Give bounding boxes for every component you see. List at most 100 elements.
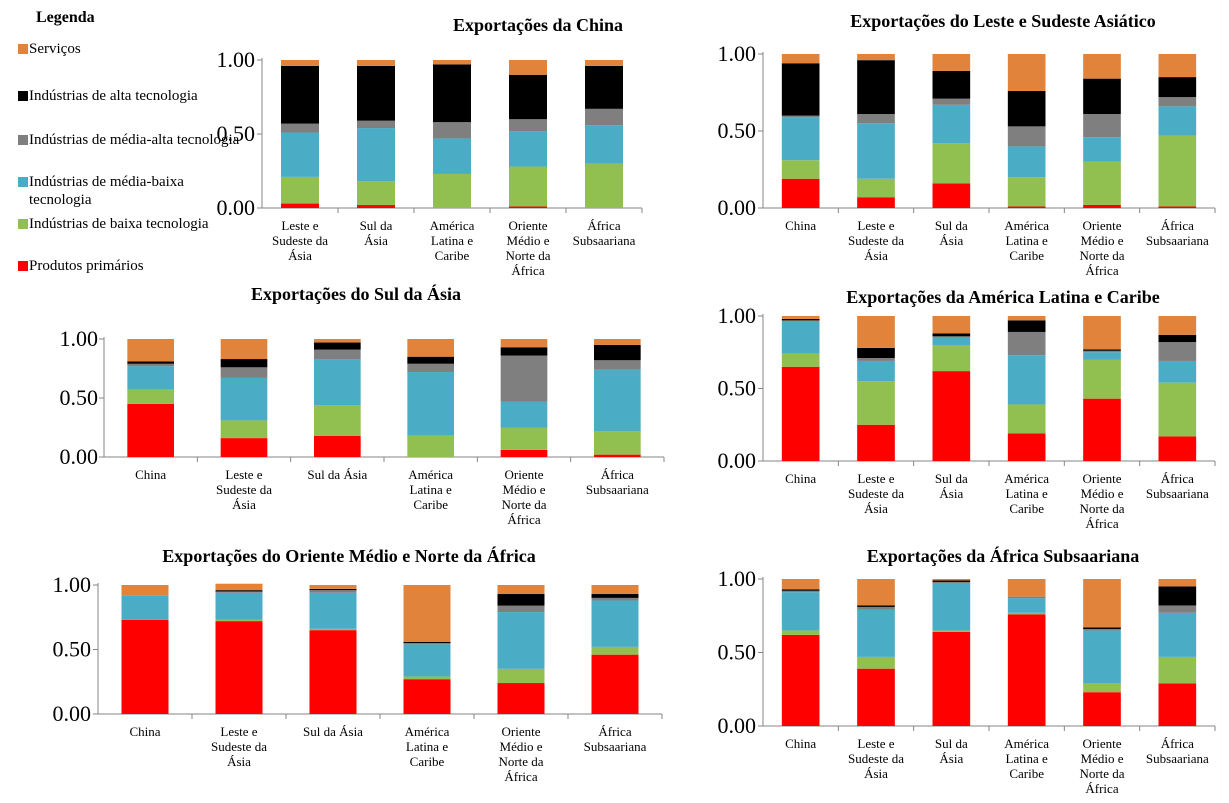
x-tick-label: África Subsaariana (1146, 218, 1209, 248)
bar-segment (1083, 316, 1121, 350)
chart-panel-5: Exportações do Oriente Médio e Norte da … (53, 545, 663, 784)
x-tick-label: China (129, 724, 160, 739)
bar-segment (121, 595, 169, 620)
bar-segment (357, 181, 395, 206)
bar-segment (585, 65, 623, 109)
bar-segment (220, 377, 268, 421)
bar-segment (407, 372, 454, 436)
bar-segment (857, 656, 895, 669)
bar-segment (1158, 342, 1197, 361)
bar-segment (781, 117, 820, 161)
legend-swatch (18, 261, 28, 271)
bar-segment (932, 54, 971, 71)
bar-segment (1158, 54, 1197, 78)
chart-title: Exportações do Leste e Sudeste Asiático (850, 11, 1155, 31)
bar-segment (314, 339, 361, 343)
bar-segment (857, 347, 895, 359)
bar-segment (220, 420, 268, 439)
bar-segment (220, 339, 268, 360)
bar-segment (403, 676, 451, 680)
bar-segment (1083, 349, 1121, 351)
bar-segment (220, 359, 268, 368)
bar-segment (781, 54, 820, 64)
x-tick-label: América Latina e Caribe (1004, 218, 1049, 263)
bar-segment (1158, 135, 1197, 207)
x-tick-label: Leste e Sudeste da Ásia (848, 471, 904, 516)
bar-segment (1083, 683, 1121, 693)
y-tick-label: 1.00 (718, 566, 757, 591)
bar-segment (403, 643, 451, 645)
x-tick-label: África Subsaariana (573, 218, 636, 248)
bar-segment (407, 356, 454, 364)
x-tick-label: China (785, 471, 816, 486)
y-tick-label: 0.00 (718, 713, 757, 738)
bar-segment (497, 612, 545, 669)
bar-segment (121, 585, 169, 596)
y-tick-label: 0.00 (53, 701, 92, 726)
bar-segment (281, 60, 319, 66)
legend-swatch (18, 44, 28, 54)
bar-segment (497, 585, 545, 595)
bar-segment (932, 183, 971, 208)
bar-segment (591, 654, 639, 714)
chart-panel-6: Exportações da África Subsaariana 0.00 0.5… (718, 545, 1216, 796)
y-tick-label: 1.00 (53, 572, 92, 597)
bar-segment (585, 125, 623, 164)
bar-segment (594, 431, 641, 455)
bar-segment (932, 333, 971, 337)
bar-segment (500, 449, 548, 457)
bar-segment (500, 339, 548, 348)
bar-segment (781, 63, 820, 116)
bar-segment (594, 360, 641, 370)
bar-segment (585, 60, 623, 66)
bar-segment (1083, 204, 1121, 208)
bar-segment (594, 344, 641, 361)
bar-segment (781, 589, 820, 591)
bar-segment (857, 123, 895, 179)
x-tick-label: Leste e Sudeste da Ásia (216, 467, 272, 512)
bar-segment (932, 345, 971, 372)
bar-segment (215, 590, 263, 592)
bar-segment (357, 120, 395, 129)
bar-segment (121, 619, 169, 714)
bar-segment (781, 579, 820, 590)
bar-segment (1158, 334, 1197, 343)
bar-segment (127, 339, 174, 362)
bar-segment (932, 583, 971, 631)
bar-segment (591, 597, 639, 601)
y-tick-label: 0.50 (60, 385, 99, 410)
bar-segment (433, 64, 471, 123)
bar-segment (781, 160, 820, 179)
bar-segment (497, 668, 545, 684)
bar-segment (1158, 382, 1197, 437)
bar-segment (1083, 54, 1121, 79)
chart-panel-2: Exportações do Leste e Sudeste Asiático 0… (718, 11, 1216, 278)
bar-segment (215, 591, 263, 593)
bar-segment (857, 605, 895, 607)
bar-segment (932, 630, 971, 632)
bar-segment (309, 592, 357, 629)
y-tick-label: 0.50 (217, 121, 256, 146)
x-tick-label: Sul da Ásia (360, 218, 393, 248)
chart-panel-3: Exportações do Sul da Ásia 0.00 0.50 1.00 Ch… (60, 283, 665, 527)
bar-segment (1007, 612, 1046, 615)
x-tick-label: África Subsaariana (586, 467, 649, 497)
y-tick-label: 0.00 (718, 195, 757, 220)
bar-segment (594, 369, 641, 432)
x-tick-label: África Subsaariana (584, 724, 647, 754)
bar-segment (403, 679, 451, 714)
bar-segment (497, 605, 545, 613)
legend-label: Indústrias de baixa tecnologia (29, 216, 209, 232)
y-tick-label: 0.00 (60, 444, 99, 469)
legend-label: Indústrias de alta tecnologia (29, 88, 198, 104)
bar-segment (220, 438, 268, 457)
bar-segment (357, 65, 395, 121)
bar-segment (215, 592, 263, 620)
x-tick-label: América Latina e Caribe (405, 724, 450, 769)
bar-segment (857, 606, 895, 610)
x-tick-label: China (785, 218, 816, 233)
bar-segment (215, 619, 263, 622)
bar-segment (433, 60, 471, 65)
bar-segment (1083, 630, 1121, 684)
